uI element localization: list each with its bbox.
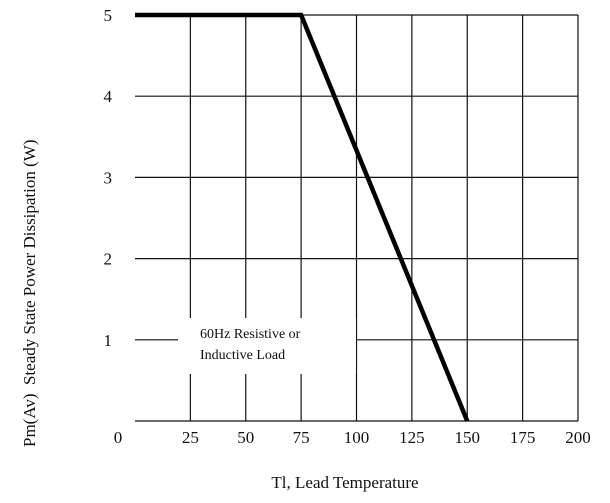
y-axis-label-right: Steady State Power Dissipation (W) bbox=[20, 139, 39, 385]
x-tick-label-150: 150 bbox=[455, 428, 481, 447]
x-tick-label-75: 75 bbox=[293, 428, 310, 447]
x-tick-label-175: 175 bbox=[510, 428, 536, 447]
tick-labels: 0 25 50 75 100 125 150 175 200 1 2 3 4 5 bbox=[104, 6, 591, 447]
grid bbox=[135, 14, 579, 422]
x-tick-label-50: 50 bbox=[237, 428, 254, 447]
y-tick-label-2: 2 bbox=[104, 250, 113, 269]
y-tick-label-4: 4 bbox=[104, 87, 113, 106]
x-tick-label-25: 25 bbox=[182, 428, 199, 447]
x-tick-label-125: 125 bbox=[399, 428, 425, 447]
x-tick-label-100: 100 bbox=[344, 428, 370, 447]
y-axis-label-left: Pm(Av) bbox=[20, 393, 39, 447]
annotation-box-mask bbox=[178, 318, 356, 374]
x-axis-label: Tl, Lead Temperature bbox=[271, 473, 418, 492]
x-tick-label-200: 200 bbox=[565, 428, 591, 447]
series-line-0 bbox=[135, 12, 470, 422]
annotation-line-2: Inductive Load bbox=[200, 348, 285, 363]
y-tick-label-1: 1 bbox=[104, 331, 113, 350]
series-layer bbox=[135, 12, 470, 422]
y-tick-label-5: 5 bbox=[104, 6, 113, 25]
annotation-line-1: 60Hz Resistive or bbox=[200, 327, 301, 342]
x-tick-label-0: 0 bbox=[114, 428, 123, 447]
y-tick-label-3: 3 bbox=[104, 168, 113, 187]
